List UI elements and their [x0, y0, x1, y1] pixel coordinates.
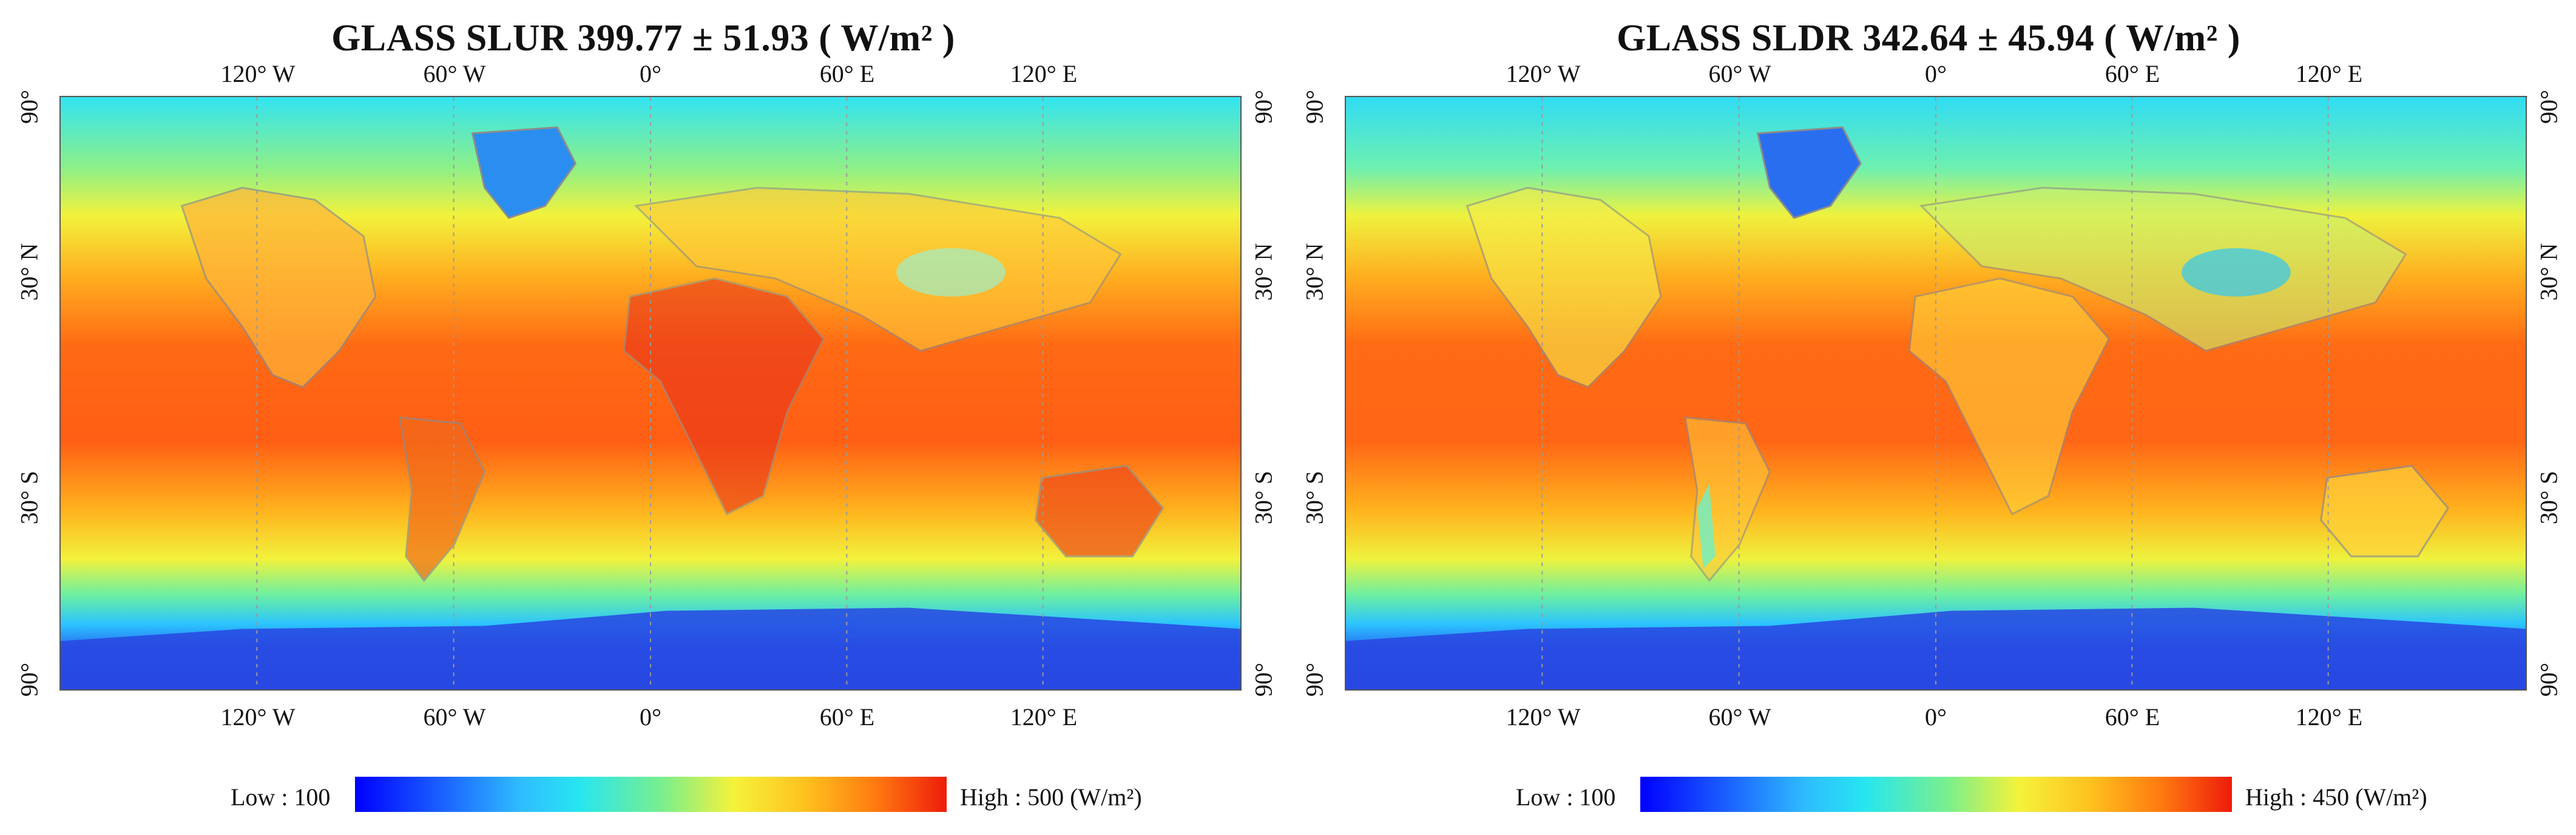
slur-map-graphic [61, 97, 1240, 689]
lat-tick-left-30n: 30° N [15, 243, 43, 301]
lon-tick-top-60w: 60° W [1708, 60, 1771, 87]
lat-tick-left-30s: 30° S [15, 470, 43, 525]
lon-tick-top-60w: 60° W [423, 60, 486, 87]
lat-tick-left-90s: 90° [1300, 663, 1328, 697]
lon-tick-top-60e: 60° E [2104, 60, 2160, 87]
slur-panel: GLASS SLUR 399.77 ± 51.93 ( W/m² ) 120° … [0, 0, 1286, 835]
lat-tick-right-30n: 30° N [2535, 243, 2563, 301]
lon-tick-bottom-60e: 60° E [819, 703, 875, 731]
slur-title: GLASS SLUR 399.77 ± 51.93 ( W/m² ) [331, 18, 955, 59]
lat-tick-left-90n: 90° [1300, 90, 1328, 124]
lon-tick-bottom-120e: 120° E [2295, 703, 2363, 731]
slur-colorbar [355, 777, 947, 812]
lon-tick-bottom-120e: 120° E [1010, 703, 1078, 731]
lon-tick-top-120w: 120° W [220, 60, 296, 87]
lon-tick-bottom-0: 0° [640, 703, 661, 731]
lon-tick-bottom-60w: 60° W [423, 703, 486, 731]
lat-tick-right-90s: 90° [1249, 663, 1277, 697]
lon-tick-bottom-60e: 60° E [2104, 703, 2160, 731]
lat-tick-right-30n: 30° N [1249, 243, 1277, 301]
slur-legend-low: Low : 100 [231, 783, 331, 811]
lon-tick-top-0: 0° [1925, 60, 1947, 87]
lat-tick-right-30s: 30° S [1249, 470, 1277, 525]
lon-tick-bottom-0: 0° [1925, 703, 1947, 731]
lon-tick-bottom-120w: 120° W [220, 703, 296, 731]
lat-tick-right-90s: 90° [2535, 663, 2563, 697]
lon-tick-top-60e: 60° E [819, 60, 875, 87]
slur-map [59, 96, 1242, 691]
lat-tick-left-30s: 30° S [1300, 470, 1328, 525]
lon-tick-top-120e: 120° E [2295, 60, 2363, 87]
lat-tick-right-90n: 90° [2535, 90, 2563, 124]
sldr-title: GLASS SLDR 342.64 ± 45.94 ( W/m² ) [1617, 18, 2240, 59]
lat-tick-left-90s: 90° [15, 663, 43, 697]
lon-tick-bottom-60w: 60° W [1708, 703, 1771, 731]
lat-tick-right-90n: 90° [1249, 90, 1277, 124]
sldr-legend-high: High : 450 (W/m²) [2245, 783, 2427, 811]
lon-tick-top-0: 0° [640, 60, 661, 87]
lon-tick-top-120w: 120° W [1506, 60, 1581, 87]
lon-tick-top-120e: 120° E [1010, 60, 1078, 87]
sldr-map-graphic [1346, 97, 2526, 689]
sldr-colorbar [1640, 777, 2232, 812]
sldr-panel: GLASS SLDR 342.64 ± 45.94 ( W/m² ) 120° … [1285, 0, 2572, 835]
lat-tick-left-30n: 30° N [1300, 243, 1328, 301]
lon-tick-bottom-120w: 120° W [1506, 703, 1581, 731]
slur-legend-high: High : 500 (W/m²) [960, 783, 1142, 811]
lat-tick-left-90n: 90° [15, 90, 43, 124]
sldr-map [1345, 96, 2527, 691]
lat-tick-right-30s: 30° S [2535, 470, 2563, 525]
sldr-legend-low: Low : 100 [1516, 783, 1616, 811]
